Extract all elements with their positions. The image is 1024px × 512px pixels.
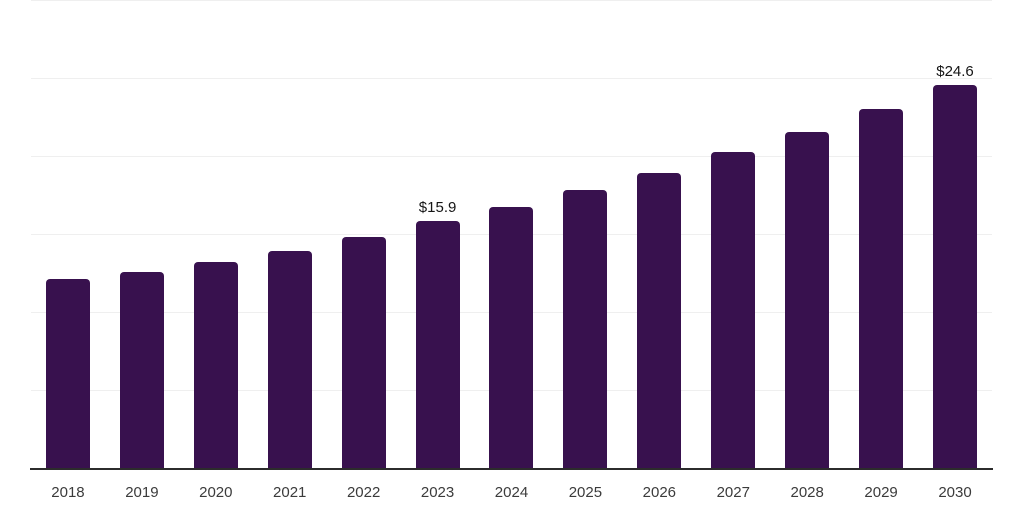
bar (637, 172, 682, 469)
bar-band (696, 1, 770, 469)
x-tick-label: 2018 (51, 484, 85, 501)
gridline (31, 0, 992, 1)
x-axis-line (30, 468, 993, 470)
x-tick-label: 2030 (938, 484, 972, 501)
x-tick-label: 2022 (346, 484, 381, 501)
bar-band (31, 1, 105, 469)
x-tick-label: 2029 (864, 484, 898, 501)
x-tick-label: 2023 (420, 484, 455, 501)
bars-row: $15.9 $24.6 (31, 1, 992, 469)
gridline (31, 78, 992, 79)
bar (711, 152, 756, 469)
bar (267, 250, 312, 469)
bar (45, 278, 90, 469)
x-tick-label: 2024 (494, 484, 529, 501)
bar-band (622, 1, 696, 469)
bar-band (327, 1, 401, 469)
bar-value-label: $24.6 (936, 63, 974, 81)
x-tick-label: 2026 (642, 484, 677, 501)
bar (119, 272, 164, 469)
bar-band: $24.6 (918, 1, 992, 469)
bar: $15.9 (415, 200, 460, 469)
x-tick-label: 2025 (568, 484, 603, 501)
bar-band (548, 1, 622, 469)
gridline (31, 156, 992, 157)
x-axis-labels: 2018 2019 2020 2021 2022 2023 2024 2025 2026 2027… (31, 484, 992, 502)
bar (193, 261, 238, 469)
x-tick-label: 2020 (199, 484, 233, 501)
x-tick-label: 2027 (716, 484, 750, 501)
bar (859, 108, 904, 469)
bar-band (844, 1, 918, 469)
bar (341, 236, 386, 469)
bar (785, 132, 830, 469)
bar-band: $15.9 (401, 1, 475, 469)
bar (563, 189, 608, 469)
bar-band (475, 1, 549, 469)
x-tick-label: 2021 (273, 484, 307, 501)
plot-area: $15.9 $24.6 (31, 0, 992, 469)
bar-band (179, 1, 253, 469)
bar (489, 206, 534, 469)
x-tick-label: 2028 (790, 484, 824, 501)
bar-band (253, 1, 327, 469)
bar-band (105, 1, 179, 469)
bar-value-label: $15.9 (418, 199, 457, 216)
bar-band (770, 1, 844, 469)
x-tick-label: 2019 (125, 484, 159, 501)
bar: $24.6 (933, 64, 978, 469)
